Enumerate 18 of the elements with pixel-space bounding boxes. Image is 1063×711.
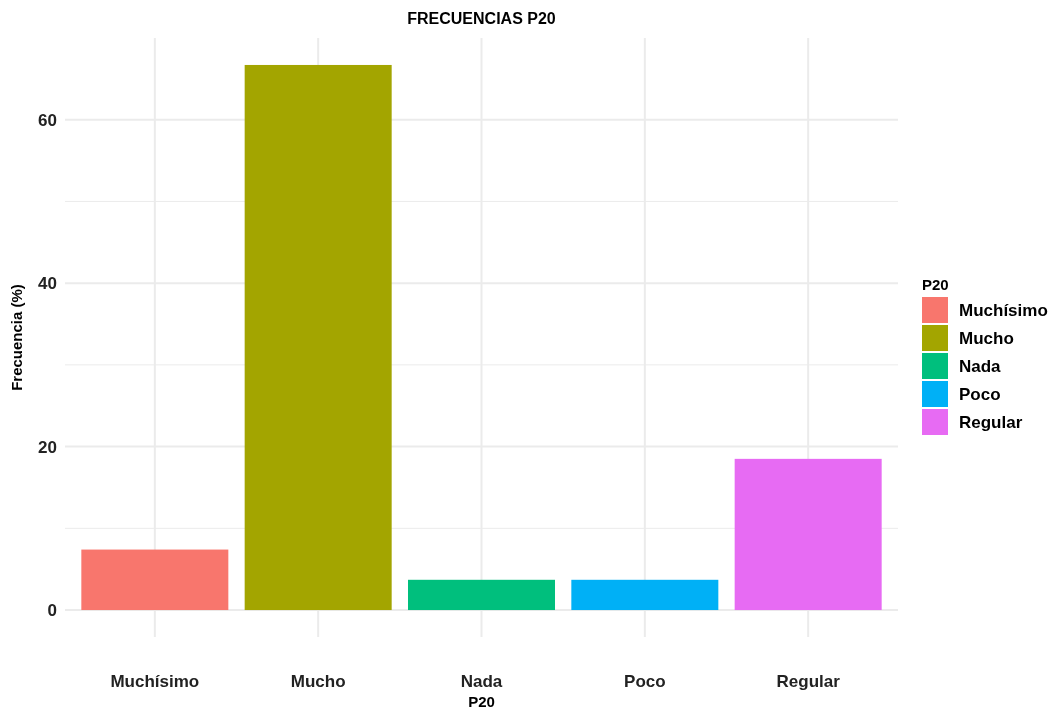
x-tick-label: Regular [776, 672, 841, 691]
legend-title: P20 [922, 276, 949, 293]
legend-label: Mucho [959, 328, 1014, 348]
legend-label: Poco [959, 384, 1001, 404]
x-tick-label: Poco [624, 672, 666, 691]
legend-label: Muchísimo [959, 300, 1048, 320]
y-tick-label: 0 [47, 600, 57, 620]
y-axis-title: Frecuencia (%) [8, 284, 25, 391]
x-tick-label: Nada [460, 672, 503, 691]
x-tick-label: Mucho [290, 672, 346, 691]
legend-label: Nada [959, 356, 1002, 376]
y-tick-label: 40 [38, 274, 57, 294]
chart-title: FRECUENCIAS P20 [407, 10, 556, 27]
y-tick-label: 20 [38, 437, 57, 457]
legend-label: Regular [959, 412, 1023, 432]
y-tick-label: 60 [38, 110, 57, 130]
x-axis-title: P20 [468, 693, 495, 710]
x-tick-label: Muchísimo [110, 672, 200, 691]
